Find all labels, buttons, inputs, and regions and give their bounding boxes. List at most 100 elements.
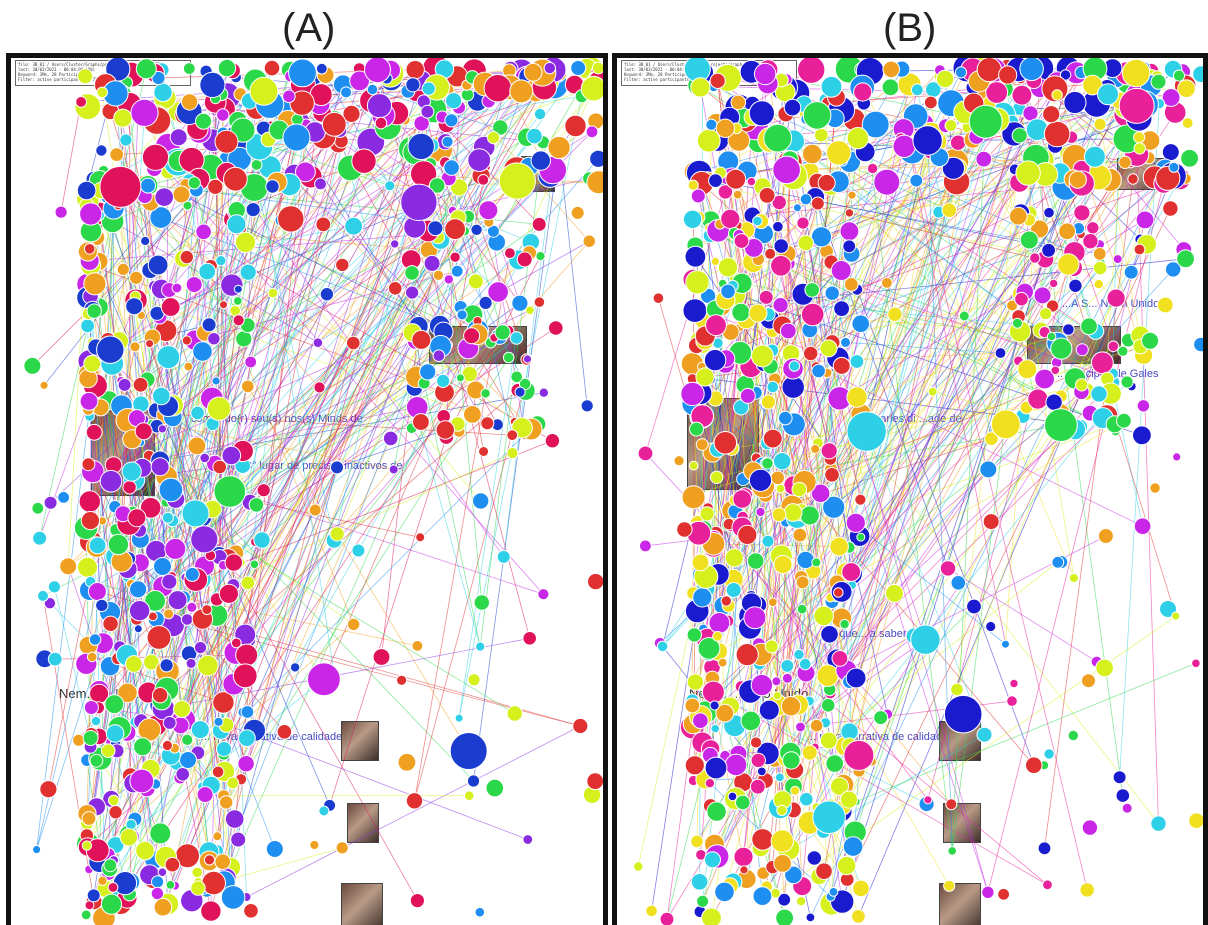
graph-node [856,532,866,542]
graph-node [950,682,964,697]
graph-node [733,233,750,249]
graph-edge [85,330,509,529]
graph-node [770,470,785,486]
graph-edge [927,140,953,851]
graph-node [223,166,248,192]
graph-node [86,651,98,663]
graph-node [684,697,701,714]
graph-node [156,345,181,370]
graph-node [276,724,293,740]
graph-node [79,202,103,226]
graph-node [763,123,793,153]
graph-node [1118,87,1155,124]
graph-node [1073,204,1091,222]
graph-node [199,71,226,98]
graph-node [910,624,941,655]
graph-node [221,445,242,466]
graph-node [717,657,728,668]
graph-node [226,214,247,235]
graph-edge [861,87,953,851]
graph-edge [89,230,465,262]
graph-node [1156,296,1174,314]
graph-node [771,507,787,523]
graph-node [486,131,501,145]
graph-node [1161,143,1180,162]
graph-node [772,155,801,185]
graph-node [772,297,789,314]
graph-node [752,886,773,906]
graph-node [140,235,151,247]
graph-node [1097,83,1119,106]
graph-node [96,335,125,364]
graph-node [441,135,454,148]
graph-node [480,388,491,399]
network-graph [633,58,1203,925]
graph-node [108,805,123,820]
graph-edge [85,540,335,916]
graph-node [830,260,852,281]
graph-node [712,630,723,642]
graph-node [180,613,194,626]
graph-node [95,144,108,157]
graph-node [172,185,191,204]
graph-node [117,682,138,704]
graph-node [346,617,361,632]
graph-node [1006,695,1018,707]
graph-node [135,840,155,861]
graph-node [796,603,808,615]
graph-node [1044,408,1078,443]
graph-node [86,888,101,903]
graph-node [990,409,1021,440]
graph-node [153,557,172,576]
graph-node [739,865,749,875]
graph-node [851,909,866,924]
graph-edge [350,167,531,243]
graph-node [253,531,271,549]
graph-node [749,736,763,749]
graph-node [107,882,119,893]
graph-edge [754,126,926,640]
graph-node [31,501,45,515]
graph-node [161,573,178,590]
graph-edge [743,353,792,857]
graph-node [1093,117,1107,131]
graph-node [315,216,332,233]
graph-node [873,168,901,196]
graph-node [746,552,765,570]
graph-node [580,399,594,413]
page-link-text: ... que... a saber [827,628,907,640]
graph-edge [1111,382,1143,527]
graph-node [144,590,167,612]
graph-node [100,893,123,915]
graph-node [892,134,916,159]
graph-node [587,572,603,591]
graph-node [701,907,722,925]
graph-node [1043,206,1055,219]
graph-node [212,691,235,714]
graph-node [474,906,486,918]
graph-node [795,575,810,590]
graph-node [39,380,49,390]
graph-node [119,828,139,847]
graph-node [533,107,547,121]
graph-edge [793,606,975,787]
graph-node [1172,69,1186,82]
graph-node [572,717,589,735]
graph-node [475,641,486,652]
graph-node [211,376,221,386]
graph-edge [363,160,525,435]
graph-node [54,205,68,219]
graph-node [1041,242,1057,258]
graph-node [737,524,758,545]
graph-node [1136,399,1151,413]
graph-node [1009,678,1019,689]
graph-node [181,733,194,747]
graph-node [1051,89,1063,101]
graph-node [522,631,538,646]
graph-node [845,512,866,533]
graph-node [412,413,430,431]
graph-node [187,176,201,190]
graph-node [241,379,255,394]
graph-node [37,589,49,602]
graph-node [796,216,810,230]
